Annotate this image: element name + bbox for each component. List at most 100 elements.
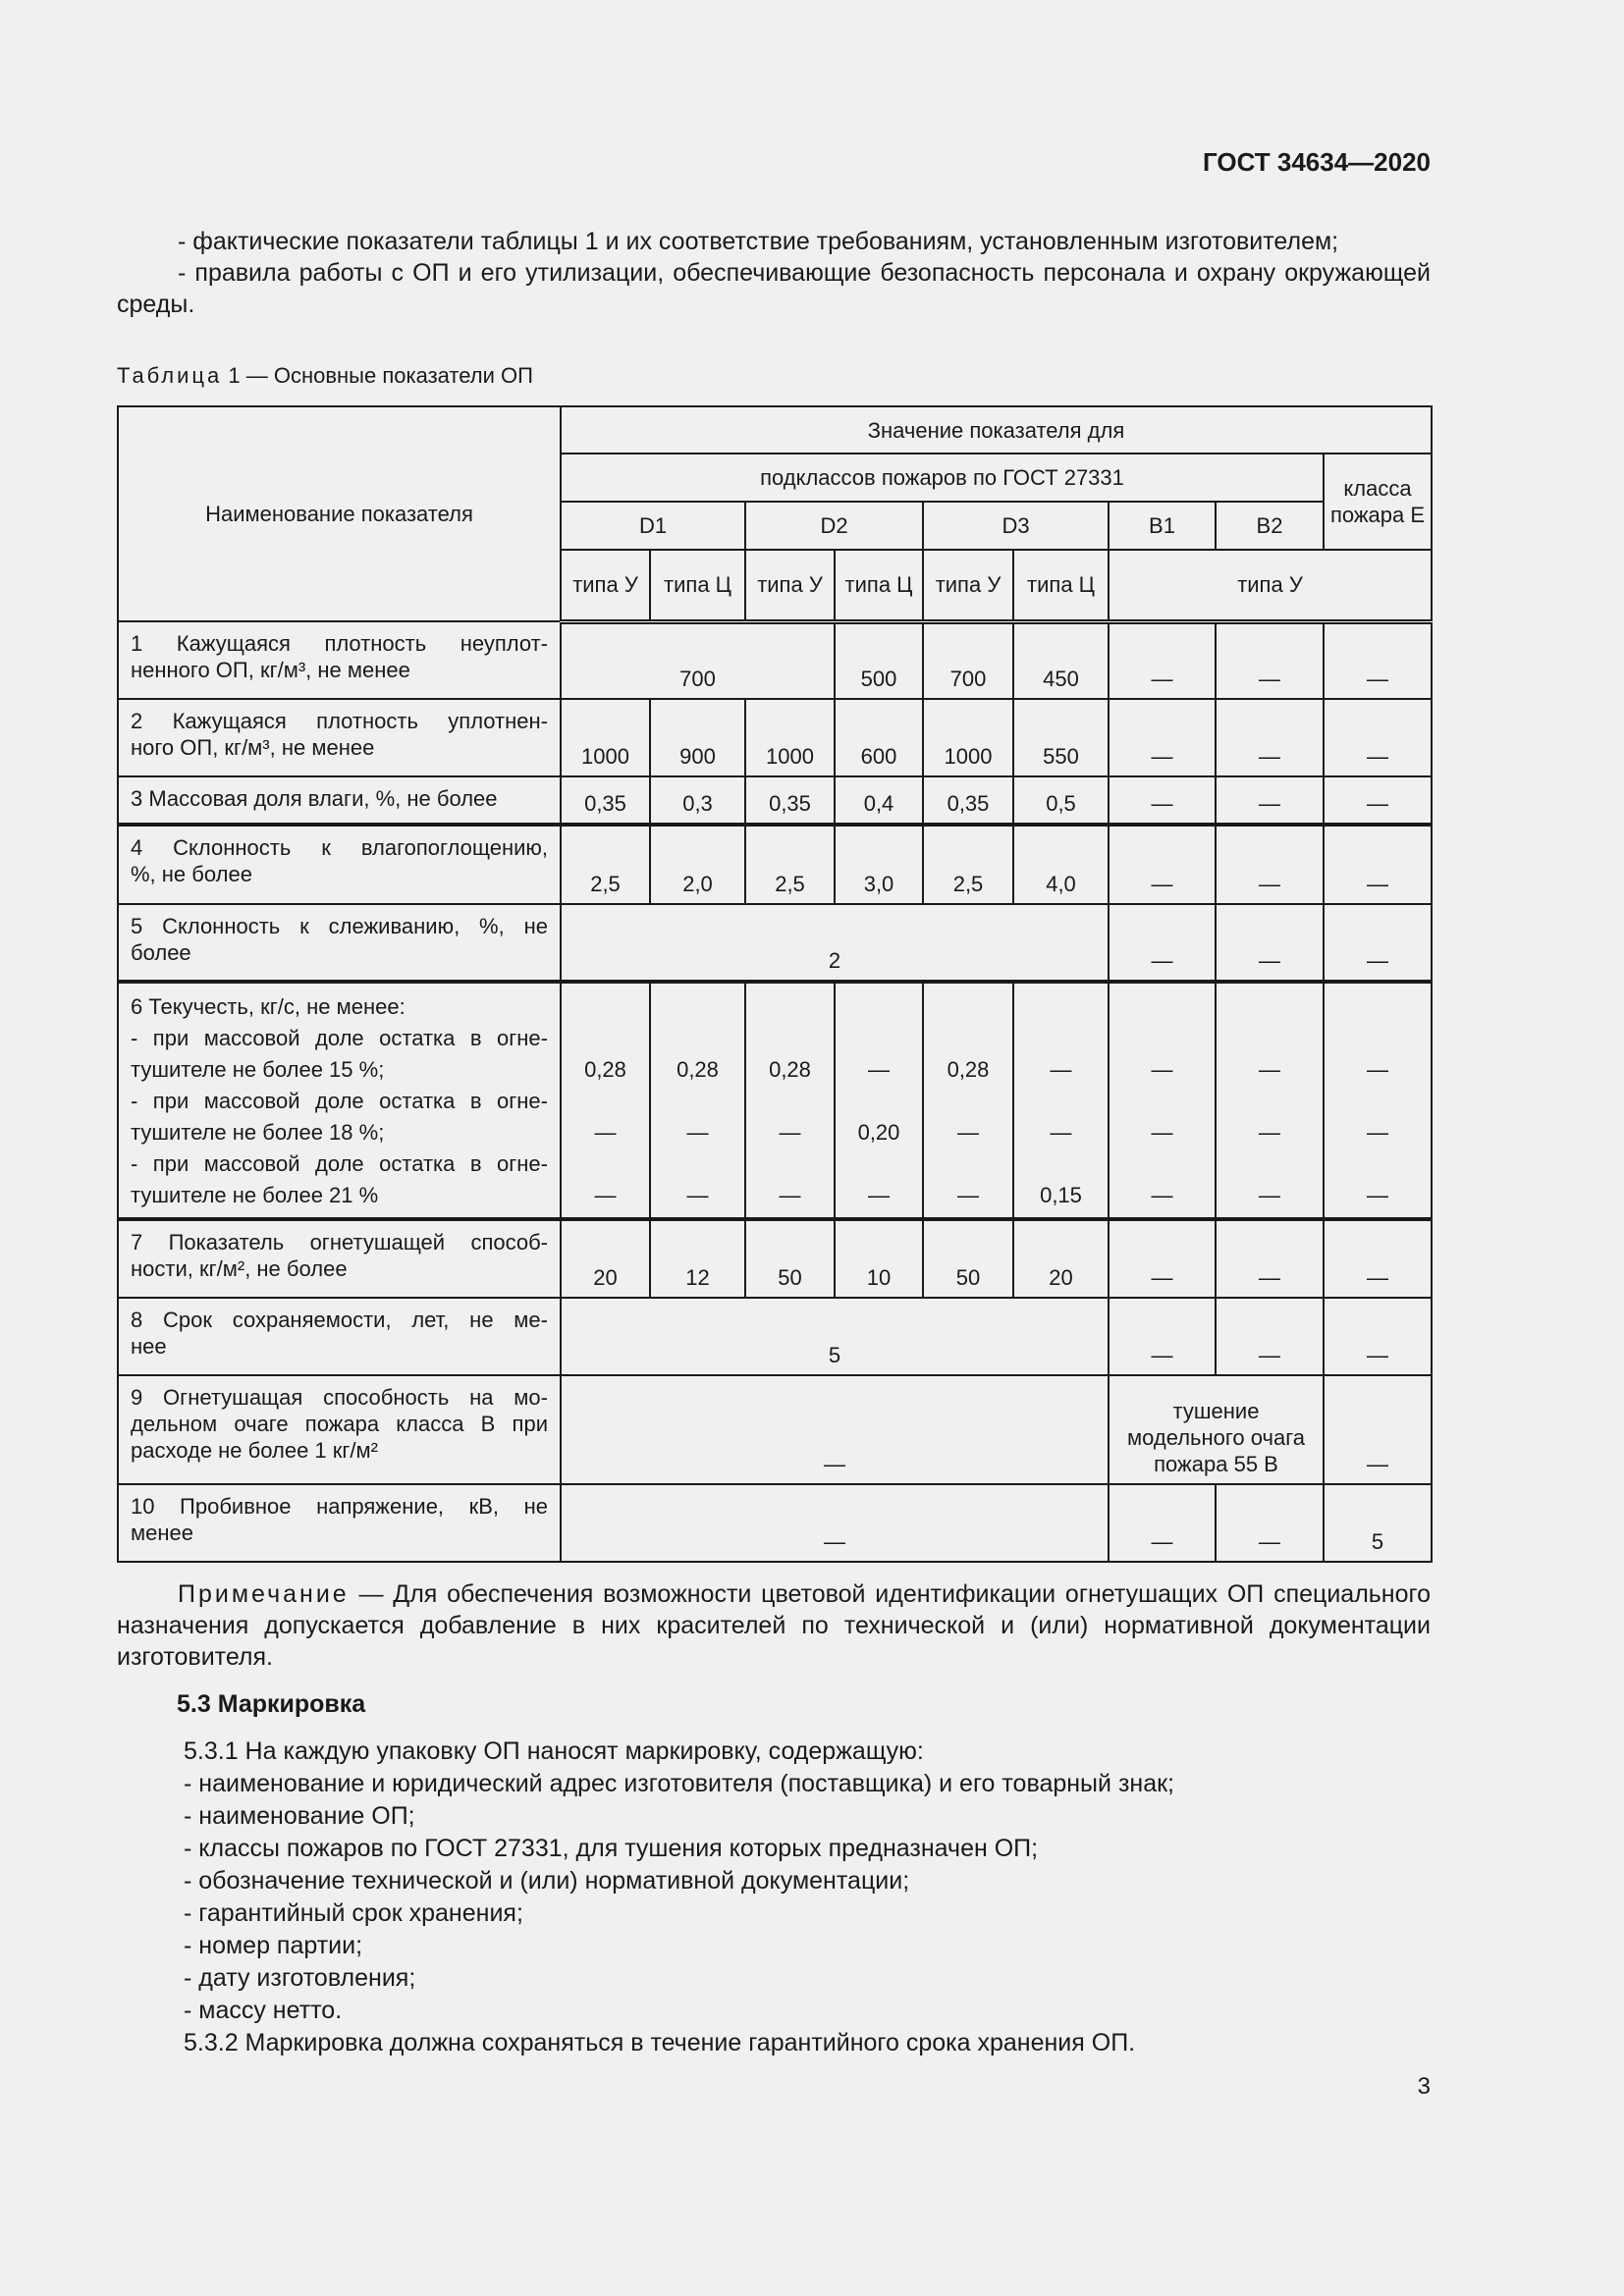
value-cell: — [560,1483,1110,1563]
indicator-name-line: расходе не более 1 кг/м² [131,1438,378,1463]
indicator-name: 8 Срок сохраняемости, лет, не ме-нее [117,1297,562,1376]
value-line: 0,28 [947,1057,990,1082]
value-cell: — — — [1108,980,1217,1220]
value-cell: — [1323,903,1433,983]
indicator-name-line: нее [131,1334,167,1359]
value-cell: — [1215,1483,1325,1563]
indicator-name: 5 Склонность к слеживанию, %, не более [117,903,562,983]
indicator-name: 2 Кажущаяся плотность уплотнен-ного ОП, … [117,698,562,777]
value-cell: 1000 [922,698,1014,777]
list-item: - гарантийный срок хранения; [184,1899,523,1927]
header-type: типа У [560,549,651,624]
value-line: 0,28 [769,1057,811,1082]
value-line: 0,28 [677,1057,719,1082]
value-line: 0,15 [1040,1183,1082,1207]
value-cell: — [1215,1297,1325,1376]
table-row: 3 Массовая доля влаги, %, не более 0,35 0,… [117,775,1433,826]
value-line: — [1151,1057,1173,1082]
header-type: типа У [744,549,836,624]
table-caption-text: 1 — Основные показатели ОП [222,363,533,388]
value-line: — [594,1183,617,1207]
note-label: Примечание [178,1580,350,1608]
value-cell: — [1108,1297,1217,1376]
value-cell: 500 [834,620,924,700]
table-row: 7 Показатель огнетушащей способ-ности, к… [117,1217,1433,1299]
main-indicators-table: Наименование показателя Значение показат… [117,405,1433,1563]
value-cell: 5 [1323,1483,1433,1563]
header-type: типа Ц [834,549,924,624]
list-item: - наименование ОП; [184,1802,415,1830]
table-note: Примечание — Для обеспечения возможности… [117,1578,1431,1673]
value-line: — [957,1120,979,1145]
value-cell: — — — [1323,980,1433,1220]
intro-item: - правила работы с ОП и его утилизации, … [117,259,1431,318]
value-cell: — [1108,1217,1217,1299]
value-cell: — — — [1215,980,1325,1220]
value-line: — [1050,1057,1072,1082]
indicator-name-line: тушителе не более 18 %; [131,1120,385,1145]
header-group-d3: D3 [922,501,1110,551]
value-cell: 50 [744,1217,836,1299]
note-text: — Для обеспечения возможности цветовой и… [117,1580,1431,1671]
value-cell: — [1323,1297,1433,1376]
value-cell: 4,0 [1012,823,1110,905]
list-item: - обозначение технической и (или) нормат… [184,1867,910,1895]
value-line: — [1259,1183,1280,1207]
header-class-e: класса пожара Е [1323,453,1433,551]
value-line: — [1050,1120,1072,1145]
value-line: — [779,1120,801,1145]
value-line: — [594,1120,617,1145]
value-cell: — [1323,1217,1433,1299]
list-item: - номер партии; [184,1932,363,1959]
indicator-name-line: 6 Текучесть, кг/с, не менее: [131,994,406,1019]
list-item: - дату изготовления; [184,1964,416,1992]
indicator-name-line: - при массовой доле остатка в огне- [131,1026,548,1050]
value-cell: 0,3 [649,775,746,826]
value-cell: 0,5 [1012,775,1110,826]
value-cell: 0,35 [560,775,651,826]
value-line: — [868,1183,890,1207]
indicator-name-line: %, не более [131,862,252,886]
page-number: 3 [1417,2073,1431,2100]
table-row: 8 Срок сохраняемости, лет, не ме-нее 5— — — [117,1297,1433,1376]
value-cell: 550 [1012,698,1110,777]
list-item: 5.3.2 Маркировка должна сохраняться в те… [184,2029,1136,2056]
header-type: типа Ц [1012,549,1110,624]
value-line: — [1151,1183,1173,1207]
marking-list: 5.3.1 На каждую упаковку ОП наносят марк… [184,1735,1174,2059]
value-cell: — [1215,775,1325,826]
header-group-b1: B1 [1108,501,1217,551]
indicator-name-line: - при массовой доле остатка в огне- [131,1089,548,1113]
value-line: 0,28 [584,1057,626,1082]
value-cell: — [1323,823,1433,905]
value-cell: 50 [922,1217,1014,1299]
indicator-name: 10 Пробивное напряжение, кВ, не менее [117,1483,562,1563]
table-row: 9 Огнетушащая способность на мо-дельном … [117,1374,1433,1485]
value-cell: — [1108,1483,1217,1563]
intro-text: - фактические показатели таблицы 1 и их … [117,226,1431,320]
value-cell: 2 [560,903,1110,983]
value-cell: 2,5 [922,823,1014,905]
indicator-name: 4 Склонность к влагопоглощению,%, не бол… [117,823,562,905]
value-cell: 20 [560,1217,651,1299]
value-cell: тушение модельного очага пожара 55 В [1108,1374,1325,1485]
value-line: — [868,1057,890,1082]
value-line: — [1151,1120,1173,1145]
value-cell: — [1108,698,1217,777]
value-cell: 5 [560,1297,1110,1376]
indicator-name: 7 Показатель огнетушащей способ-ности, к… [117,1217,562,1299]
value-cell: — [1323,620,1433,700]
value-cell: — [1108,775,1217,826]
indicator-name-line: ного ОП, кг/м³, не менее [131,735,375,760]
value-line: — [1367,1120,1388,1145]
table-caption: Таблица 1 — Основные показатели ОП [117,363,533,389]
indicator-name-line: 2 Кажущаяся плотность уплотнен- [131,709,548,733]
indicator-name: 1 Кажущаяся плотность неуплот-ненного ОП… [117,620,562,700]
indicator-name: 3 Массовая доля влаги, %, не более [117,775,562,826]
value-cell: — [1108,620,1217,700]
indicator-name-line: 10 Пробивное напряжение, кВ, не [131,1494,548,1519]
value-cell: — [1323,775,1433,826]
value-cell: 2,5 [560,823,651,905]
header-type-u: типа У [1108,549,1433,624]
section-heading: 5.3 Маркировка [177,1690,366,1718]
